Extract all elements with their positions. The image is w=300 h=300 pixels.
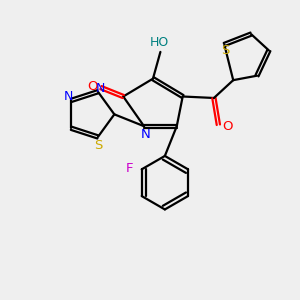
Text: N: N xyxy=(64,90,73,103)
Text: O: O xyxy=(87,80,98,93)
Text: O: O xyxy=(222,120,232,133)
Text: S: S xyxy=(94,139,102,152)
Text: HO: HO xyxy=(149,36,169,49)
Text: S: S xyxy=(222,44,230,57)
Text: F: F xyxy=(125,162,133,175)
Text: N: N xyxy=(141,128,150,141)
Text: N: N xyxy=(96,82,106,95)
